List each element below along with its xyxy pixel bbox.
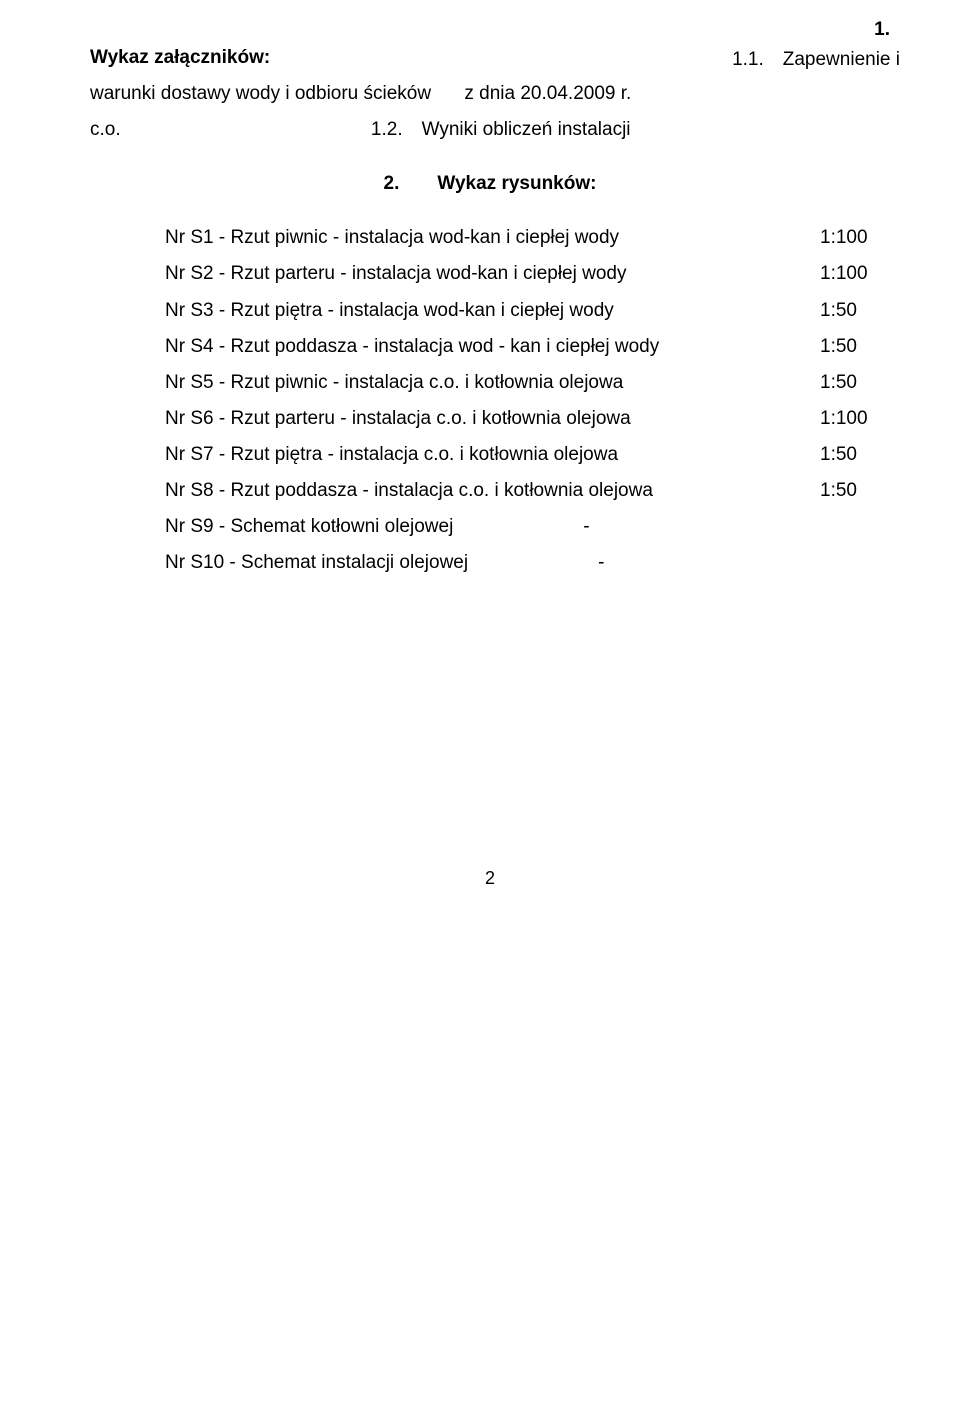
- drawing-row: Nr S4 - Rzut poddasza - instalacja wod -…: [165, 329, 890, 365]
- drawing-scale: 1:50: [796, 293, 890, 329]
- attachments-title: Wykaz załączników:: [90, 47, 270, 68]
- drawing-scale: 1:100: [796, 220, 890, 256]
- drawing-label: Nr S7 - Rzut piętra - instalacja c.o. i …: [165, 437, 618, 473]
- drawing-scale: 1:50: [796, 365, 890, 401]
- drawing-row: Nr S2 - Rzut parteru - instalacja wod-ka…: [165, 256, 890, 292]
- co-label: c.o.: [90, 112, 121, 148]
- drawing-scale: 1:100: [796, 401, 890, 437]
- drawing-row: Nr S9 - Schemat kotłowni olejowej -: [165, 509, 890, 545]
- date-text: z dnia 20.04.2009 r.: [464, 76, 631, 112]
- drawing-label: Nr S5 - Rzut piwnic - instalacja c.o. i …: [165, 365, 623, 401]
- drawing-row: Nr S3 - Rzut piętra - instalacja wod-kan…: [165, 293, 890, 329]
- drawing-row: Nr S8 - Rzut poddasza - instalacja c.o. …: [165, 473, 890, 509]
- drawing-dash: -: [598, 545, 604, 581]
- drawing-scale: 1:50: [796, 329, 890, 365]
- drawing-row: Nr S5 - Rzut piwnic - instalacja c.o. i …: [165, 365, 890, 401]
- drawing-label: Nr S10 - Schemat instalacji olejowej: [165, 545, 468, 581]
- drawing-row: Nr S10 - Schemat instalacji olejowej -: [165, 545, 890, 581]
- drawing-label: Nr S6 - Rzut parteru - instalacja c.o. i…: [165, 401, 631, 437]
- subtitle-line: warunki dostawy wody i odbioru ścieków: [90, 83, 431, 104]
- drawing-row: Nr S1 - Rzut piwnic - instalacja wod-kan…: [165, 220, 890, 256]
- drawing-row: Nr S7 - Rzut piętra - instalacja c.o. i …: [165, 437, 890, 473]
- drawing-label: Nr S8 - Rzut poddasza - instalacja c.o. …: [165, 473, 653, 509]
- section-2-title: 2. Wykaz rysunków:: [90, 166, 890, 202]
- drawing-dash: -: [583, 509, 589, 545]
- drawing-scale: 1:50: [796, 437, 890, 473]
- drawing-label: Nr S9 - Schemat kotłowni olejowej: [165, 509, 453, 545]
- header-block: 1. Wykaz załączników: 1.1. Zapewnienie i…: [90, 40, 890, 148]
- drawings-list: Nr S1 - Rzut piwnic - instalacja wod-kan…: [165, 220, 890, 581]
- item-1-2: 1.2. Wyniki obliczeń instalacji: [371, 112, 631, 148]
- drawing-scale: 1:50: [796, 473, 890, 509]
- drawing-scale: 1:100: [796, 256, 890, 292]
- drawing-row: Nr S6 - Rzut parteru - instalacja c.o. i…: [165, 401, 890, 437]
- page-number: 2: [90, 861, 890, 895]
- drawing-label: Nr S4 - Rzut poddasza - instalacja wod -…: [165, 329, 659, 365]
- drawing-label: Nr S1 - Rzut piwnic - instalacja wod-kan…: [165, 220, 619, 256]
- drawing-label: Nr S2 - Rzut parteru - instalacja wod-ka…: [165, 256, 626, 292]
- drawing-label: Nr S3 - Rzut piętra - instalacja wod-kan…: [165, 293, 614, 329]
- item-1-1: 1.1. Zapewnienie i: [732, 42, 900, 78]
